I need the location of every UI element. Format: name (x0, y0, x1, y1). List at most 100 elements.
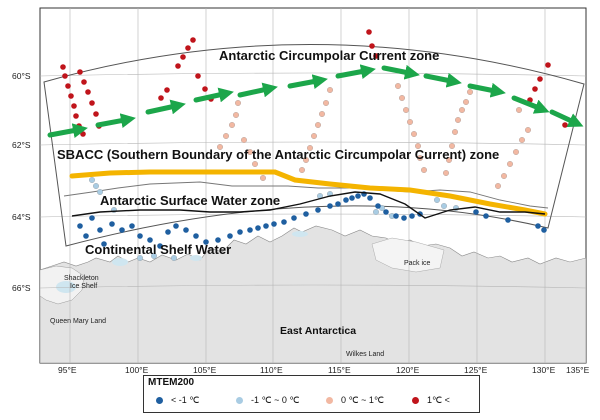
station-dot (541, 227, 547, 233)
station-dot (195, 73, 201, 79)
wilkes-land-label: Wilkes Land (346, 351, 384, 358)
station-dot (455, 117, 461, 123)
lon-label: 110°E (260, 365, 283, 375)
study-area-sector (43, 44, 585, 247)
station-dot (532, 86, 538, 92)
station-dot (411, 131, 417, 137)
lon-label: 125°E (464, 365, 488, 375)
longitude-labels: 95°E 100°E 105°E 110°E 115°E 120°E 125°E… (58, 365, 590, 375)
station-dot (77, 69, 83, 75)
acc-arrow (237, 82, 278, 98)
station-dot (137, 233, 143, 239)
station-dot (89, 215, 95, 221)
station-dot (463, 99, 469, 105)
station-dot (315, 207, 321, 213)
station-dot (68, 93, 74, 99)
station-dot (89, 100, 95, 106)
station-dot (183, 227, 189, 233)
station-dot (507, 161, 513, 167)
station-dot (229, 122, 235, 128)
station-dot (434, 197, 440, 203)
station-dot (393, 213, 399, 219)
legend-item-0-to-1: 0 ℃ ~ 1℃ (326, 393, 384, 407)
station-dot (81, 79, 87, 85)
legend-swatch (412, 396, 419, 404)
station-dot (85, 89, 91, 95)
station-dot (421, 167, 427, 173)
legend-label: 1℃ < (427, 394, 450, 405)
station-dot (335, 201, 341, 207)
station-dot (255, 225, 261, 231)
lon-label: 135°E (566, 365, 590, 375)
acc-zone-label: Antarctic Circumpolar Current zone (219, 48, 439, 63)
lon-label: 130°E (532, 365, 556, 375)
station-dot (513, 149, 519, 155)
station-dot (452, 129, 458, 135)
station-dot (441, 203, 447, 209)
station-dot (175, 63, 181, 69)
shackleton-label-1: Shackleton (64, 275, 99, 282)
station-dot (164, 87, 170, 93)
station-dot (237, 229, 243, 235)
station-dot (367, 195, 373, 201)
station-dot (281, 219, 287, 225)
acc-arrow (335, 64, 376, 80)
legend-item-minus1-to-0: -1 ℃ ~ 0 ℃ (236, 393, 299, 407)
legend-item-above-1: 1℃ < (412, 393, 450, 407)
station-dot (193, 233, 199, 239)
station-dot (60, 64, 66, 70)
station-dot (73, 113, 79, 119)
sbacc-boundary-line (69, 169, 548, 217)
acc-arrow (95, 113, 136, 129)
station-dot (77, 223, 83, 229)
station-dot (227, 233, 233, 239)
station-dot (291, 215, 297, 221)
acc-flow-arrows (47, 64, 584, 139)
latitude-labels: 60°S 62°S 64°S 66°S (12, 71, 31, 293)
station-dot (260, 175, 266, 181)
csw-zone-label: Continental Shelf Water (85, 242, 231, 257)
acc-arrow (193, 87, 234, 103)
sbacc-zone-label: SBACC (Southern Boundary of the Antarcti… (57, 147, 499, 162)
station-dot (299, 167, 305, 173)
station-dot (119, 227, 125, 233)
lon-label: 100°E (125, 365, 149, 375)
station-dot (505, 217, 511, 223)
legend-label: -1 ℃ ~ 0 ℃ (251, 394, 300, 405)
lat-label: 64°S (12, 212, 31, 222)
station-dot (383, 209, 389, 215)
acc-arrow (467, 82, 506, 98)
station-dot (65, 83, 71, 89)
station-dot (407, 119, 413, 125)
station-dot (327, 203, 333, 209)
station-dot (203, 239, 209, 245)
station-dot (403, 107, 409, 113)
sampling-stations (60, 29, 568, 261)
station-dot (71, 103, 77, 109)
station-dot (303, 211, 309, 217)
shackleton-label-2: Ice Shelf (70, 283, 97, 290)
station-dot (409, 213, 415, 219)
station-dot (303, 157, 309, 163)
acc-arrow (381, 64, 420, 80)
station-dot (501, 173, 507, 179)
zone-boundary-grey (63, 181, 549, 209)
station-dot (525, 127, 531, 133)
legend-title: MTEM200 (148, 377, 195, 388)
station-dot (247, 149, 253, 155)
legend-label: 0 ℃ ~ 1℃ (341, 394, 384, 405)
station-dot (158, 95, 164, 101)
station-dot (467, 89, 473, 95)
acc-arrow (423, 72, 462, 88)
station-dot (307, 145, 313, 151)
station-dot (459, 107, 465, 113)
station-dot (215, 237, 221, 243)
acc-arrow (47, 123, 88, 139)
station-dot (157, 243, 163, 249)
station-dot (263, 223, 269, 229)
station-dot (399, 95, 405, 101)
legend-swatch (156, 396, 163, 404)
station-dot (241, 137, 247, 143)
asw-zone-label: Antarctic Surface Water zone (100, 193, 280, 208)
